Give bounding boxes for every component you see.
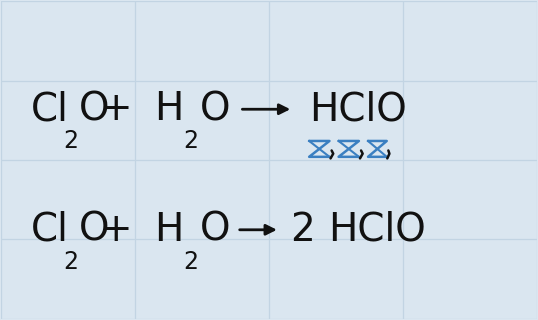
Text: HClO: HClO — [328, 211, 426, 249]
Text: 2: 2 — [183, 129, 199, 153]
Text: 2: 2 — [291, 211, 315, 249]
Text: 2: 2 — [63, 250, 78, 274]
Text: O: O — [79, 90, 110, 128]
Text: O: O — [200, 90, 230, 128]
Text: HClO: HClO — [309, 90, 407, 128]
Text: +: + — [100, 211, 133, 249]
Text: Cl: Cl — [31, 90, 69, 128]
Text: Cl: Cl — [31, 211, 69, 249]
Text: O: O — [79, 211, 110, 249]
Text: H: H — [154, 211, 183, 249]
Text: +: + — [100, 90, 133, 128]
Text: O: O — [200, 211, 230, 249]
Text: 2: 2 — [63, 129, 78, 153]
Text: 2: 2 — [183, 250, 199, 274]
Text: H: H — [154, 90, 183, 128]
